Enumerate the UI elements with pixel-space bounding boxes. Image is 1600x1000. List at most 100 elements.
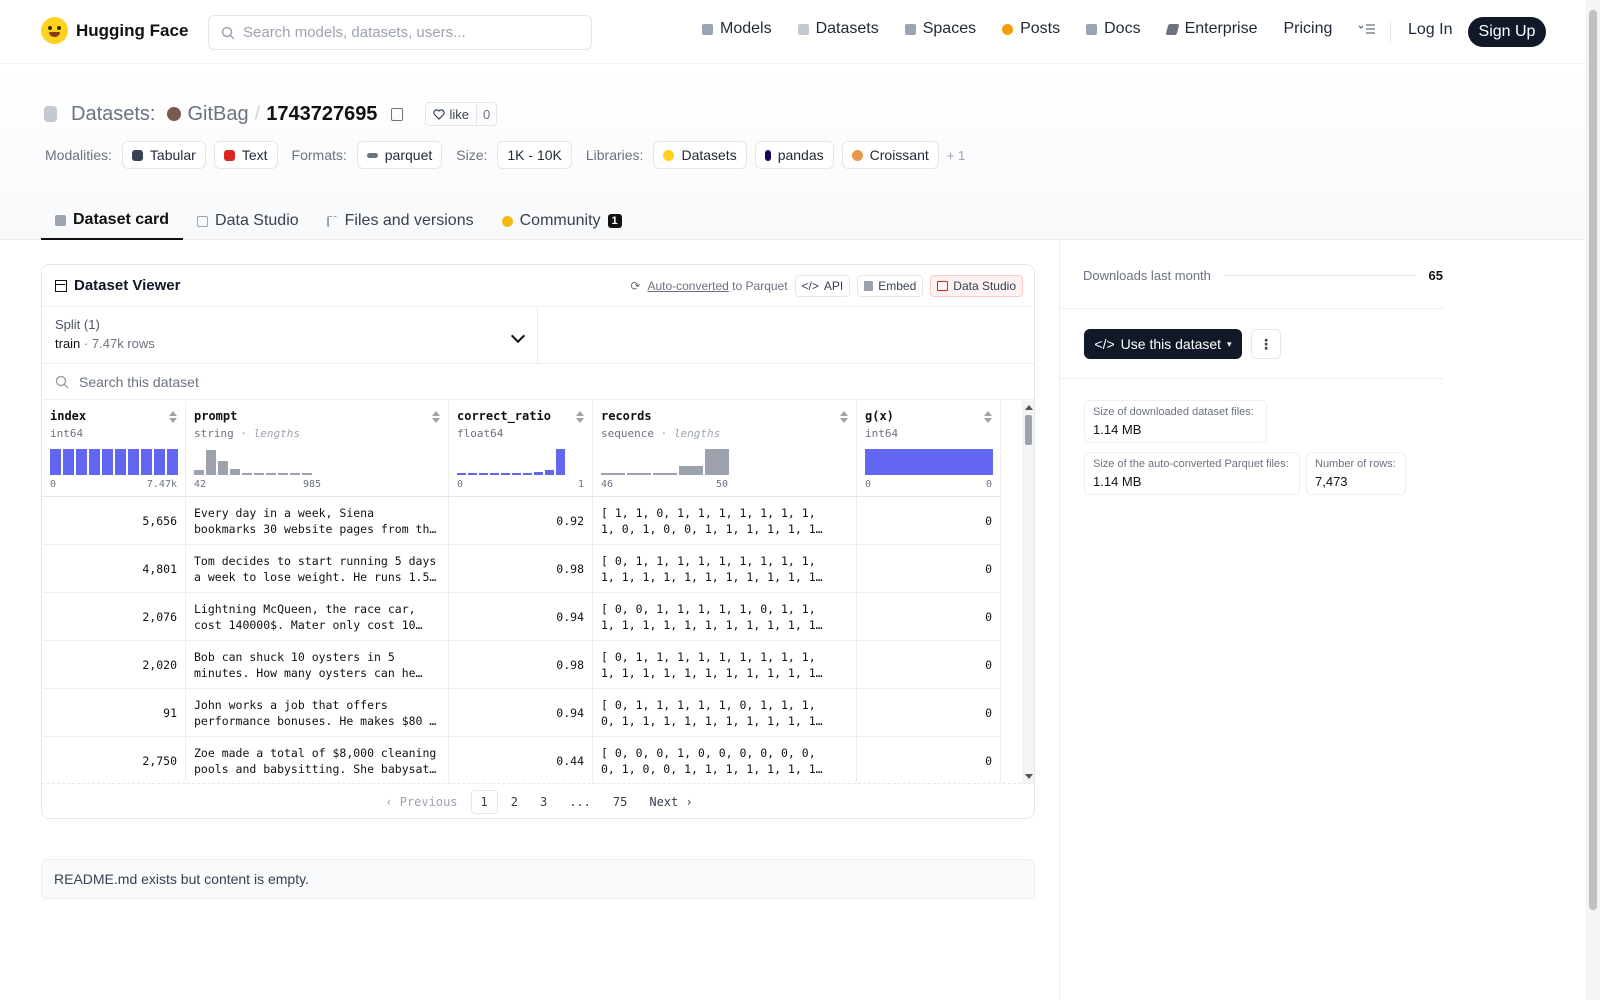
histogram-bar[interactable] — [556, 449, 565, 475]
histogram-bar[interactable] — [89, 449, 100, 475]
histogram-bar[interactable] — [76, 449, 87, 475]
histogram-bar[interactable] — [627, 473, 651, 475]
repo-type-label[interactable]: Datasets: — [71, 102, 156, 125]
table-cell-index[interactable]: 5,656 — [42, 497, 185, 545]
histogram-bar[interactable] — [523, 473, 532, 475]
nav-pricing[interactable]: Pricing — [1283, 20, 1332, 38]
histogram-bar[interactable] — [545, 470, 554, 475]
page-75[interactable]: 75 — [612, 794, 628, 809]
table-cell-correct-ratio[interactable]: 0.94 — [449, 593, 592, 641]
sort-icon[interactable] — [432, 411, 440, 423]
histogram-bar[interactable] — [242, 473, 252, 475]
nav-enterprise[interactable]: Enterprise — [1165, 20, 1257, 38]
table-cell-gx[interactable]: 0 — [857, 593, 1000, 641]
column-header-prompt[interactable]: prompt string · lengths 42 985 — [186, 401, 448, 497]
table-cell-correct-ratio[interactable]: 0.92 — [449, 497, 592, 545]
histogram-bar[interactable] — [167, 449, 178, 475]
prev-page-button[interactable]: ‹ Previous — [385, 794, 458, 809]
histogram-bar[interactable] — [206, 450, 216, 475]
histogram-bar[interactable] — [115, 449, 126, 475]
nav-docs[interactable]: Docs — [1086, 20, 1141, 38]
table-cell-index[interactable]: 91 — [42, 689, 185, 737]
table-cell-prompt[interactable]: Zoe made a total of $8,000 cleaning pools… — [186, 737, 448, 783]
histogram-bar[interactable] — [254, 473, 264, 475]
tab-data-studio[interactable]: Data Studio — [183, 202, 313, 240]
table-cell-records[interactable]: [ 0, 1, 1, 1, 1, 1, 0, 1, 1, 1, 0, 1, 1, … — [593, 689, 856, 737]
histogram-bar[interactable] — [705, 449, 729, 475]
column-histogram[interactable] — [194, 449, 312, 475]
nav-spaces[interactable]: Spaces — [904, 20, 976, 38]
sort-icon[interactable] — [169, 411, 177, 423]
repo-owner-link[interactable]: GitBag — [187, 102, 249, 125]
table-cell-records[interactable]: [ 0, 1, 1, 1, 1, 1, 1, 1, 1, 1, 1, 1, 1, … — [593, 641, 856, 689]
like-button[interactable]: like 0 — [425, 102, 498, 126]
sort-icon[interactable] — [984, 411, 992, 423]
nav-models[interactable]: Models — [702, 20, 772, 38]
page-1[interactable]: 1 — [470, 789, 498, 814]
scroll-down-icon[interactable] — [1025, 774, 1033, 779]
page-3[interactable]: 3 — [539, 794, 548, 809]
like-count[interactable]: 0 — [482, 106, 491, 122]
table-cell-gx[interactable]: 0 — [857, 641, 1000, 689]
histogram-bar[interactable] — [141, 449, 152, 475]
signup-button[interactable]: Sign Up — [1468, 17, 1546, 47]
tab-files-versions[interactable]: Files and versions — [313, 202, 488, 240]
scroll-thumb[interactable] — [1025, 415, 1032, 445]
table-cell-index[interactable]: 2,750 — [42, 737, 185, 783]
nav-more-menu[interactable] — [1358, 23, 1376, 35]
histogram-bar[interactable] — [128, 449, 139, 475]
histogram-bar[interactable] — [50, 449, 61, 475]
histogram-bar[interactable] — [501, 473, 510, 475]
global-search-input[interactable] — [243, 24, 573, 41]
table-cell-correct-ratio[interactable]: 0.98 — [449, 641, 592, 689]
histogram-bar[interactable] — [865, 449, 993, 475]
brand-logo[interactable]: Hugging Face — [41, 17, 188, 44]
tag-text[interactable]: Text — [213, 141, 278, 169]
table-cell-correct-ratio[interactable]: 0.94 — [449, 689, 592, 737]
tab-community[interactable]: Community 1 — [488, 202, 636, 240]
table-cell-index[interactable]: 4,801 — [42, 545, 185, 593]
login-link[interactable]: Log In — [1408, 21, 1453, 38]
next-page-button[interactable]: Next › — [649, 794, 693, 809]
table-cell-correct-ratio[interactable]: 0.98 — [449, 545, 592, 593]
histogram-bar[interactable] — [290, 473, 300, 475]
histogram-bar[interactable] — [534, 472, 543, 475]
tab-dataset-card[interactable]: Dataset card — [41, 202, 184, 240]
table-scrollbar[interactable] — [1022, 401, 1034, 783]
column-histogram[interactable] — [865, 449, 993, 475]
page-2[interactable]: 2 — [510, 794, 518, 809]
histogram-bar[interactable] — [230, 469, 240, 475]
nav-posts[interactable]: Posts — [1002, 20, 1060, 38]
tag-size[interactable]: 1K - 10K — [497, 141, 572, 169]
dataset-search-input[interactable] — [79, 373, 479, 390]
table-cell-prompt[interactable]: John works a job that offers performance … — [186, 689, 448, 737]
dataset-search[interactable] — [42, 364, 1034, 400]
column-histogram[interactable] — [457, 449, 565, 475]
tag-datasets-lib[interactable]: Datasets — [653, 141, 747, 169]
sort-icon[interactable] — [840, 411, 848, 423]
scroll-up-icon[interactable] — [1025, 405, 1033, 410]
tag-croissant[interactable]: Croissant — [841, 141, 939, 169]
table-cell-gx[interactable]: 0 — [857, 737, 1000, 783]
column-histogram[interactable] — [50, 449, 178, 475]
sort-icon[interactable] — [576, 411, 584, 423]
table-cell-correct-ratio[interactable]: 0.44 — [449, 737, 592, 783]
global-search[interactable] — [208, 15, 592, 50]
auto-converted-link[interactable]: Auto-converted to Parquet — [647, 279, 787, 293]
histogram-bar[interactable] — [302, 473, 312, 475]
table-cell-gx[interactable]: 0 — [857, 497, 1000, 545]
libraries-more[interactable]: + 1 — [946, 147, 966, 163]
histogram-bar[interactable] — [601, 473, 625, 475]
histogram-bar[interactable] — [468, 473, 477, 475]
column-header-index[interactable]: index int64 0 7.47k — [42, 401, 185, 497]
table-cell-records[interactable]: [ 0, 1, 1, 1, 1, 1, 1, 1, 1, 1, 1, 1, 1, … — [593, 545, 856, 593]
table-cell-gx[interactable]: 0 — [857, 689, 1000, 737]
table-cell-index[interactable]: 2,076 — [42, 593, 185, 641]
histogram-bar[interactable] — [479, 473, 488, 475]
repo-name[interactable]: 1743727695 — [266, 102, 378, 125]
tag-pandas[interactable]: pandas — [754, 141, 834, 169]
data-studio-button[interactable]: Data Studio — [930, 274, 1023, 297]
histogram-bar[interactable] — [102, 449, 113, 475]
